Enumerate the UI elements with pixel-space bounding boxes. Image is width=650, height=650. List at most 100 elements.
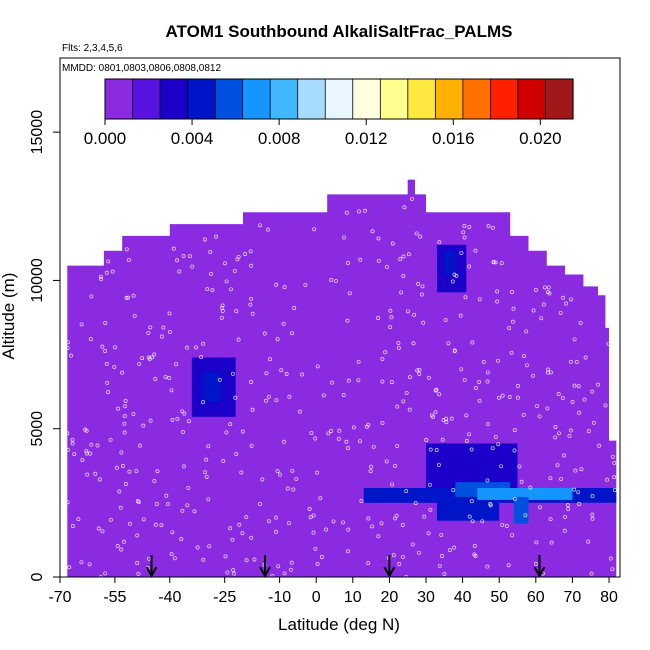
sample-marker [428,507,433,512]
sample-marker [152,352,157,357]
sample-marker [480,519,485,524]
sample-marker [233,395,238,400]
sample-marker [165,502,170,507]
x-tick-label: 80 [600,589,618,606]
sample-marker [564,301,569,306]
sample-marker [264,398,268,403]
sample-marker [461,230,466,235]
sample-marker [380,379,385,384]
sample-marker [65,447,70,452]
sample-marker [356,378,361,383]
sample-marker [270,574,275,578]
sample-marker [344,210,349,215]
sample-marker [407,407,412,412]
sample-marker [88,337,93,342]
sample-marker [303,282,308,287]
sample-marker [112,364,117,369]
sample-marker [206,497,211,502]
sample-marker [230,371,235,376]
sample-marker [553,425,558,430]
sample-marker [586,429,591,434]
sample-marker [228,422,233,427]
sample-marker [321,393,326,398]
sample-marker [437,392,442,397]
sample-marker [141,517,146,522]
sample-marker [108,437,113,442]
sample-marker [315,470,319,475]
sample-marker [202,237,207,242]
sample-marker [579,467,584,472]
sample-marker [153,522,158,527]
x-tick-label: 50 [490,589,508,606]
sample-marker [132,313,137,318]
sample-marker [534,540,539,545]
sample-marker [370,229,375,234]
sample-marker [345,261,350,265]
sample-marker [274,529,279,534]
sample-marker [549,540,554,545]
sample-marker [538,505,542,510]
sample-marker [106,390,111,394]
sample-marker [123,404,127,409]
sample-marker [122,414,127,419]
sample-marker [104,270,109,275]
sample-marker [596,382,601,387]
sample-marker [265,227,270,232]
sample-marker [119,547,124,552]
sample-marker [612,475,617,480]
sample-marker [342,235,346,240]
sample-marker [217,377,222,382]
sample-marker [566,507,571,512]
sample-marker [359,499,364,504]
sample-marker [440,554,444,558]
sample-marker [496,442,501,447]
sample-marker [467,432,472,437]
chart-title: ATOM1 Southbound AlkaliSaltFrac_PALMS [166,22,513,41]
sample-marker [135,499,140,504]
sample-marker [285,486,290,491]
sample-marker [250,407,255,412]
sample-marker [294,476,299,481]
sample-marker [384,264,389,269]
sample-marker [452,349,457,354]
sample-marker [100,344,105,349]
sample-marker [376,316,381,320]
sample-marker [583,355,588,360]
sample-marker [519,479,524,484]
sample-marker [586,539,591,544]
sample-marker [70,524,75,528]
sample-marker [180,409,185,414]
sample-marker [459,367,464,372]
sample-marker [258,223,262,228]
sample-marker [493,434,498,439]
y-tick-label: 0 [29,572,46,581]
x-tick-label: -40 [158,589,181,606]
sample-marker [510,290,514,294]
sample-marker [108,517,113,522]
sample-marker [89,442,94,447]
sample-marker [119,450,124,455]
sample-marker [395,443,400,448]
sample-marker [330,380,335,385]
sample-marker [266,394,271,399]
sample-marker [239,470,244,475]
sample-marker [66,340,71,345]
sample-marker [134,469,139,474]
sample-marker [235,257,240,262]
sample-marker [449,416,454,421]
sample-marker [172,556,177,561]
sample-marker [201,400,206,405]
sample-marker [311,530,316,535]
sample-marker [124,247,129,252]
sample-marker [568,359,573,364]
sample-marker [411,341,416,346]
sample-marker [524,329,529,334]
sample-marker [194,345,198,350]
colorbar-swatch-2 [160,79,189,119]
sample-marker [120,370,125,375]
sample-marker [567,433,572,438]
sample-marker [204,474,209,479]
sample-marker [477,398,482,403]
sample-marker [467,224,472,229]
heat-cell-10 [513,496,529,524]
